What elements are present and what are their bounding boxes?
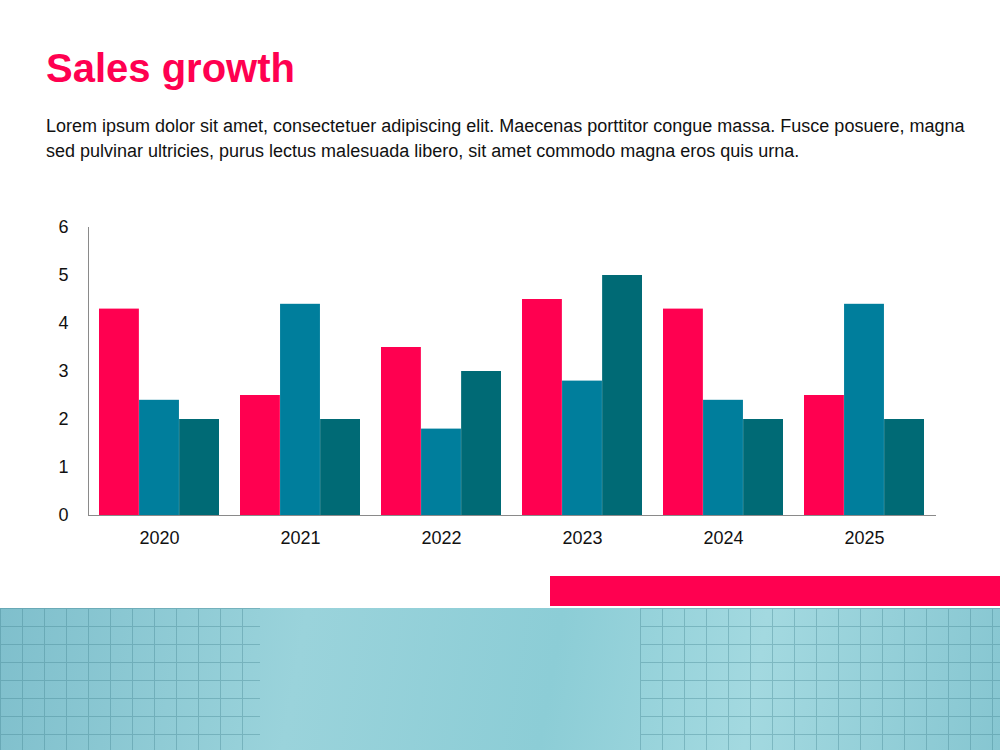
svg-text:2024: 2024 xyxy=(703,528,743,548)
html-text:Sales growth: Sales growth xyxy=(46,46,295,90)
svg-text:5: 5 xyxy=(58,265,68,285)
svg-text:2: 2 xyxy=(58,409,68,429)
svg-text:6: 6 xyxy=(58,217,68,237)
svg-text:1: 1 xyxy=(58,457,68,477)
svg-text:4: 4 xyxy=(58,313,68,333)
svg-text:0: 0 xyxy=(58,505,68,525)
svg-text:2020: 2020 xyxy=(139,528,179,548)
svg-text:3: 3 xyxy=(58,361,68,381)
svg-text:2021: 2021 xyxy=(280,528,320,548)
html-text:Lorem ipsum dolor sit amet, co: Lorem ipsum dolor sit amet, consectetuer… xyxy=(46,116,965,162)
svg-text:2023: 2023 xyxy=(562,528,602,548)
svg-text:2025: 2025 xyxy=(844,528,884,548)
svg-text:2022: 2022 xyxy=(421,528,461,548)
